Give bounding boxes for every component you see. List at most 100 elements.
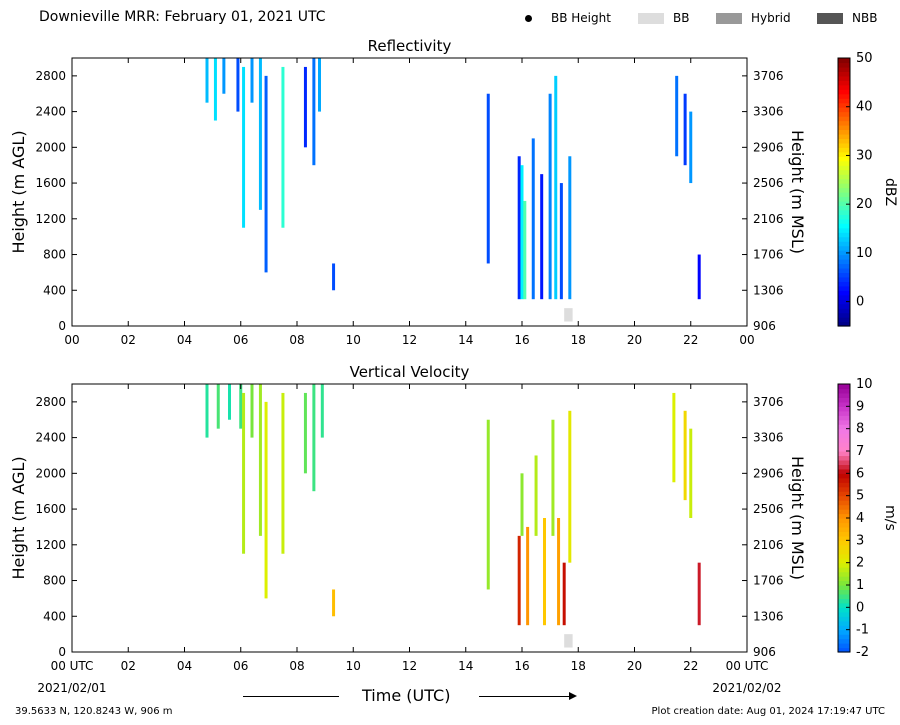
colorbar-step (838, 401, 850, 407)
heatmap-cell (242, 66, 246, 228)
heatmap-cell (264, 75, 268, 273)
colorbar-step (838, 160, 850, 166)
colorbar-step (838, 236, 850, 242)
colorbar-tick-label: 4 (856, 511, 864, 526)
x-tick-label: 00 UTC (726, 659, 769, 673)
heatmap-cell (568, 156, 572, 300)
colorbar-step (838, 634, 850, 640)
colorbar-step (838, 558, 850, 564)
heatmap-cell (675, 75, 679, 157)
x-tick-label: 08 (289, 659, 304, 673)
colorbar-tick-label: 5 (856, 489, 864, 504)
x-tick-label: 04 (177, 659, 192, 673)
plot-frame (71, 57, 748, 327)
colorbar-step (838, 147, 850, 153)
y-tick-label-left: 800 (43, 574, 66, 588)
heatmap-cell (222, 58, 226, 94)
colorbar-step (838, 80, 850, 86)
heatmap-cell (520, 165, 524, 300)
x-tick-label: 22 (683, 659, 698, 673)
colorbar-tick-label: 30 (856, 148, 873, 163)
x-tick-label: 02 (121, 333, 136, 347)
y-tick-label-left: 1200 (35, 538, 66, 552)
colorbar-step (838, 232, 850, 238)
x-tick-label: 22 (683, 333, 698, 347)
y-tick-label-right: 3706 (753, 395, 784, 409)
colorbar-step (838, 567, 850, 573)
heatmap-cell (236, 58, 240, 112)
x-tick-label: 04 (177, 333, 192, 347)
colorbar-tick-label: 8 (856, 422, 864, 437)
y-tick-label-left: 2800 (35, 69, 66, 83)
x-tick-label: 08 (289, 333, 304, 347)
colorbar-step (838, 486, 850, 492)
x-axis-arrow-head (569, 692, 577, 700)
colorbar-step (838, 477, 850, 483)
y-tick-label-left: 2800 (35, 395, 66, 409)
colorbar-step (838, 267, 850, 273)
colorbar-tick-label: -1 (856, 623, 869, 638)
colorbar-label: m/s (882, 505, 898, 531)
heatmap-cell (543, 518, 546, 626)
heatmap-cell (683, 410, 687, 501)
y-tick-label-right: 3306 (753, 431, 784, 445)
colorbar-step (838, 62, 850, 68)
colorbar-step (838, 495, 850, 501)
colorbar-step (838, 442, 850, 448)
x-tick-label: 06 (233, 333, 248, 347)
x-tick-label: 18 (571, 333, 586, 347)
colorbar-step (838, 116, 850, 122)
heatmap-cell (517, 535, 521, 626)
legend-hybrid-swatch (716, 13, 742, 24)
colorbar-step (838, 192, 850, 198)
heatmap-cell (320, 384, 324, 438)
heatmap-cell (264, 401, 268, 599)
colorbar-step (838, 451, 850, 457)
colorbar-step (838, 576, 850, 582)
heatmap-cell (548, 93, 552, 300)
colorbar-step (838, 111, 850, 117)
legend-nbb-label: NBB (852, 11, 878, 25)
colorbar-step (838, 513, 850, 519)
y-axis-label-left: Height (m AGL) (9, 130, 28, 253)
colorbar-step (838, 227, 850, 233)
y-tick-label-right: 906 (753, 645, 776, 659)
heatmap-cell (540, 174, 544, 300)
colorbar-tick-label: 7 (856, 444, 864, 459)
heatmap-cell (531, 138, 535, 300)
colorbar-step (838, 437, 850, 443)
heatmap-cell (205, 58, 209, 103)
colorbar-step (838, 263, 850, 269)
colorbar-step (838, 553, 850, 559)
x-tick-label: 14 (458, 659, 473, 673)
colorbar-step (838, 102, 850, 108)
y-tick-label-left: 2000 (35, 466, 66, 480)
heatmap-cell (526, 526, 530, 626)
colorbar-step (838, 290, 850, 296)
colorbar-tick-label: 3 (856, 533, 864, 548)
heatmap-cell (239, 384, 243, 429)
colorbar-step (838, 218, 850, 224)
colorbar-step (838, 276, 850, 282)
y-tick-label-right: 2106 (753, 212, 784, 226)
colorbar-step (838, 504, 850, 510)
heatmap-cell (332, 263, 336, 291)
heatmap-cell (523, 200, 527, 300)
y-tick-label-right: 3306 (753, 105, 784, 119)
y-tick-label-left: 2400 (35, 431, 66, 445)
x-tick-label: 18 (571, 659, 586, 673)
colorbar-step (838, 223, 850, 229)
colorbar-step (838, 522, 850, 528)
page-title: Downieville MRR: February 01, 2021 UTC (39, 9, 326, 25)
colorbar-step (838, 500, 850, 506)
heatmap-cell (332, 589, 336, 617)
colorbar-step (838, 433, 850, 439)
colorbar-tick-label: 9 (856, 399, 864, 414)
y-axis-label-right: Height (m MSL) (788, 456, 807, 580)
heatmap-cell (551, 419, 555, 536)
colorbar-step (838, 294, 850, 300)
colorbar-step (838, 509, 850, 515)
colorbar-step (838, 415, 850, 421)
colorbar-step (838, 468, 850, 474)
x-tick-label: 16 (514, 659, 529, 673)
